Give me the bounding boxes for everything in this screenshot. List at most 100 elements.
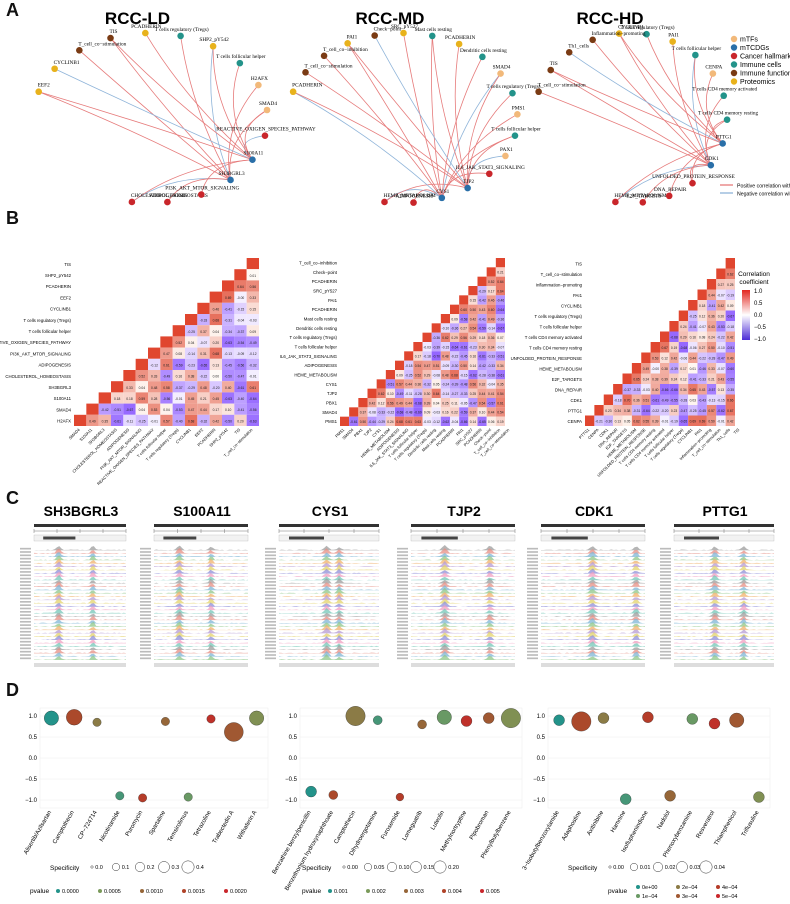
heatmap-cell [716,405,726,416]
heatmap-cell-value: 0.20 [237,419,244,423]
heatmap-cell-value: -0.56 [163,397,171,401]
heatmap-cell [422,360,432,370]
heatmap-row-label: TIS [575,261,582,266]
network-node-label: T_cell_co−stimulation [538,83,586,89]
heatmap-row-label: CYCLINB1 [50,307,72,312]
track-row-label [265,650,276,653]
heatmap-cell-value: -0.55 [670,399,678,403]
coverage-track [34,565,126,571]
network-node-label: T cells follicular helper [491,126,541,133]
heatmap-cell-value: 0.42 [470,317,477,321]
heatmap-cell-value: 0.00 [213,375,220,379]
y-tick-label: 1.0 [289,714,298,720]
drug-label: Hamnine [610,809,628,833]
track-row-label [265,637,276,640]
heatmap-cell [98,403,111,415]
network-1: RCC-MDHEME_METABOLISMADIPOGENESISCYS1TJP… [289,9,541,206]
heatmap-cell-value: 0.37 [360,411,367,415]
heatmap-cell [135,403,148,415]
heatmap-cell [669,415,679,426]
coverage-track [674,575,774,581]
size-legend-value: 0.01 [640,865,651,871]
heatmap-cell-value: 0.34 [497,364,504,368]
coverage-track [154,581,248,587]
heatmap-cell-value: -0.66 [670,388,678,392]
heatmap-cell-value: 0.58 [163,386,170,390]
heatmap-cell [678,373,689,384]
heatmap-cell [631,373,642,384]
heatmap-cell-value: 0.25 [442,401,449,405]
track-row-label [660,577,671,580]
drug-label: Axitinibine [586,809,605,836]
coverage-track [411,617,515,624]
heatmap-cell [172,358,185,370]
coverage-track [34,552,126,557]
heatmap-cell [197,414,210,426]
heatmap-cell-value: -0.07 [698,325,706,329]
y-tick-label: 1.0 [537,714,546,720]
heatmap-cell-value: 0.50 [708,420,715,424]
heatmap-cell-value: -0.66 [460,420,468,424]
heatmap-cell-value: -0.09 [237,352,245,356]
coverage-track [279,624,379,631]
coverage-track [279,654,379,660]
track-row-label [527,624,538,626]
heatmap-cell [486,314,496,324]
network-node [371,32,378,39]
heatmap-row-label: T_cell_co−inhibition [299,261,337,266]
heatmap-row-label: Mast cells resting [304,317,338,322]
heatmap-cell [660,363,670,374]
heatmap-cell [172,370,185,382]
network-node-label: H2AFX [251,76,268,82]
heatmap-cell-value: -0.49 [249,341,257,345]
heatmap-cell-value: -0.33 [460,392,468,396]
heatmap-cell [678,415,689,426]
heatmap-cell-value: -0.04 [451,420,459,424]
heatmap-cell [678,352,689,363]
track-row-label [265,604,276,606]
heatmap-row-label: REACTIVE_OXIGEN_SPECIES_PATHWAY [0,340,71,345]
heatmap-cell [234,370,247,382]
heatmap-cell [688,321,698,332]
coverage-track [154,614,248,621]
heatmap-cell [650,394,660,405]
bubble-point [328,790,338,800]
heatmap-cell-value: 0.65 [633,378,640,382]
track-row-label [527,594,538,597]
track-row-label [265,624,276,626]
coverage-track [279,578,379,584]
heatmap-cell [468,304,478,314]
track-row-label [140,601,151,603]
network-node [344,40,351,47]
coverage-track [411,614,515,621]
coverage-track [154,622,248,627]
heatmap-cell [594,415,604,426]
heatmap-cell [477,398,487,408]
coverage-track [541,549,645,554]
heatmap-cell-value: 0.09 [396,373,403,377]
drug-label: Puromycin [125,810,144,838]
bubble-point [664,790,676,802]
heatmap-cell-value: -0.47 [717,357,725,361]
heatmap-cell-value: 0.04 [139,408,146,412]
track-row-label [265,591,276,593]
heatmap-cell [603,394,614,405]
heatmap-cell [376,416,386,426]
heatmap-cell-value: -0.46 [698,367,706,371]
heatmap-cell [422,351,432,361]
track-row-label [20,551,31,553]
track-row-label [20,604,31,606]
heatmap-cell [486,416,496,426]
heatmap-cell-value: 0.39 [424,401,431,405]
heatmap-cell [725,363,735,374]
coverage-track [674,565,774,571]
coverage-track [279,607,379,614]
heatmap-cell [148,414,161,426]
coverage-track [541,592,645,597]
network-edge [705,95,725,166]
track-row-label [397,567,408,570]
heatmap-cell-value: 0.56 [461,336,468,340]
coverage-track [411,558,515,564]
heatmap-cell [716,363,726,374]
